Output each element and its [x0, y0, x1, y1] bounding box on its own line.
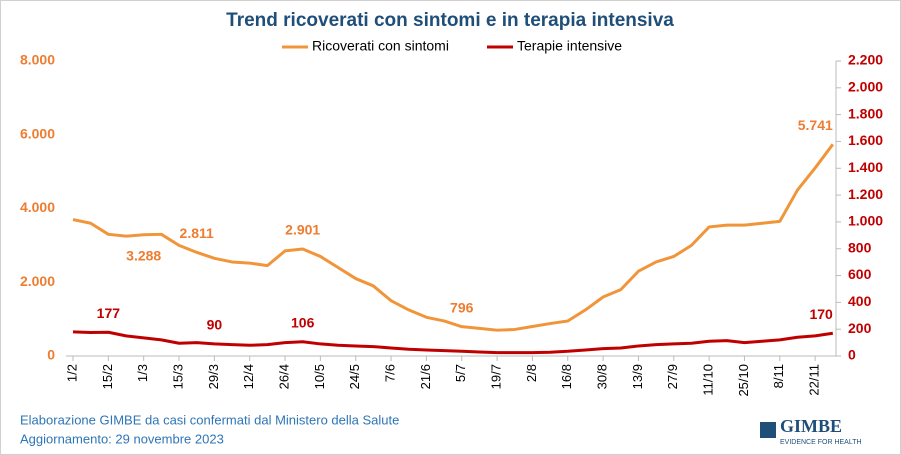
footer-source: Elaborazione GIMBE da casi confermati da… [20, 412, 399, 427]
x-tick-label: 19/7 [489, 364, 504, 389]
y2-tick-label: 1.200 [848, 186, 883, 202]
y2-tick-label: 2.200 [848, 52, 883, 68]
x-tick-label: 10/5 [312, 364, 327, 389]
y2-tick-label: 200 [848, 320, 872, 336]
chart-title: Trend ricoverati con sintomi e in terapi… [226, 10, 674, 31]
y2-tick-label: 800 [848, 239, 872, 255]
x-tick-label: 13/9 [630, 364, 645, 389]
x-tick-label: 25/10 [736, 364, 751, 397]
y-tick-label: 8.000 [20, 52, 55, 68]
data-label: 106 [291, 314, 315, 330]
series-line [72, 330, 834, 355]
data-label: 177 [97, 305, 121, 321]
x-tick-label: 22/11 [807, 364, 822, 396]
x-tick-label: 16/8 [559, 364, 574, 389]
y-tick-label: 6.000 [20, 125, 55, 141]
data-label: 3.288 [126, 247, 161, 263]
x-tick-label: 29/3 [206, 364, 221, 389]
data-label: 90 [207, 317, 223, 333]
x-tick-label: 30/8 [595, 364, 610, 389]
legend-label: Terapie intensive [517, 38, 622, 54]
footer-updated: Aggiornamento: 29 novembre 2023 [20, 431, 224, 446]
logo: GIMBE EVIDENCE FOR HEALTH [760, 416, 862, 446]
data-label: 5.741 [798, 117, 833, 133]
series-line [72, 143, 835, 332]
x-tick-label: 2/8 [524, 364, 539, 382]
y2-tick-label: 2.000 [848, 79, 883, 95]
x-tick-label: 1/2 [64, 364, 79, 382]
x-tick-label: 26/4 [276, 364, 291, 389]
y2-tick-label: 0 [848, 347, 856, 363]
y2-tick-label: 1.000 [848, 213, 883, 229]
y-tick-label: 0 [47, 347, 55, 363]
y2-tick-label: 1.800 [848, 105, 883, 121]
logo-icon [760, 422, 776, 438]
x-tick-label: 7/6 [382, 364, 397, 382]
x-tick-label: 11/10 [701, 364, 716, 396]
logo-name: GIMBE [780, 416, 842, 436]
logo-tagline: EVIDENCE FOR HEALTH [780, 439, 862, 446]
x-tick-label: 24/5 [347, 364, 362, 389]
x-tick-label: 1/3 [135, 364, 150, 382]
x-tick-label: 27/9 [665, 364, 680, 389]
x-tick-label: 12/4 [241, 364, 256, 389]
x-tick-label: 15/2 [100, 364, 115, 389]
x-tick-label: 15/3 [170, 364, 185, 389]
y2-tick-label: 1.600 [848, 132, 883, 148]
data-label: 2.811 [180, 225, 214, 241]
y2-tick-label: 600 [848, 266, 872, 282]
data-label: 2.901 [285, 222, 320, 238]
x-tick-label: 8/11 [771, 364, 786, 388]
y-tick-label: 4.000 [20, 199, 55, 215]
x-tick-label: 21/6 [418, 364, 433, 389]
x-tick-label: 5/7 [453, 364, 468, 382]
y2-tick-label: 1.400 [848, 159, 883, 175]
y-tick-label: 2.000 [20, 273, 55, 289]
legend-label: Ricoverati con sintomi [312, 38, 449, 54]
data-label: 170 [809, 306, 833, 322]
y2-tick-label: 400 [848, 293, 872, 309]
data-label: 796 [450, 299, 474, 315]
